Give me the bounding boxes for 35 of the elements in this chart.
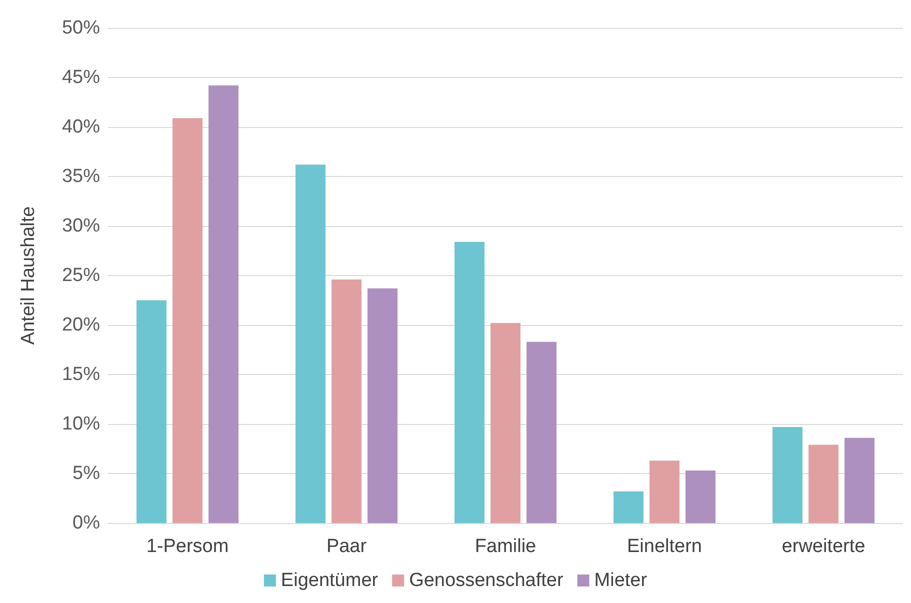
bar	[208, 85, 238, 523]
y-tick-label: 0%	[72, 512, 100, 534]
x-tick-label: Eineltern	[627, 536, 702, 557]
y-tick-label: 15%	[62, 364, 100, 385]
x-tick-label: Familie	[474, 536, 536, 557]
bar	[296, 164, 326, 523]
y-tick-label: 50%	[62, 18, 100, 38]
legend-label: Genossenschafter	[409, 570, 564, 591]
x-tick-label: 1-Persom	[146, 536, 229, 557]
y-tick-label: 10%	[62, 414, 100, 434]
bar	[490, 323, 520, 523]
y-tick-label: 40%	[62, 116, 100, 138]
bar	[844, 438, 874, 523]
y-tick-label: 30%	[62, 216, 100, 236]
bar	[368, 288, 398, 523]
y-tick-label: 35%	[62, 166, 100, 187]
bar	[526, 342, 556, 523]
y-tick-label: 45%	[62, 67, 100, 88]
y-tick-label: 20%	[62, 314, 100, 336]
x-tick-label: erweiterte	[782, 536, 866, 557]
bar	[614, 491, 644, 523]
x-tick-label: Paar	[326, 536, 368, 557]
bar	[172, 118, 202, 523]
legend-label: Eigentümer	[280, 570, 379, 591]
bar	[454, 242, 484, 523]
bar	[332, 279, 362, 523]
bar	[772, 426, 802, 523]
y-tick-label: 25%	[62, 265, 100, 286]
bar	[650, 460, 680, 523]
bar	[686, 470, 716, 523]
legend-label: Mieter	[594, 570, 648, 591]
y-axis-title: Anteil Haushalte	[18, 206, 39, 345]
y-tick-label: 5%	[72, 463, 100, 484]
bar	[136, 300, 166, 523]
bar	[808, 444, 838, 523]
